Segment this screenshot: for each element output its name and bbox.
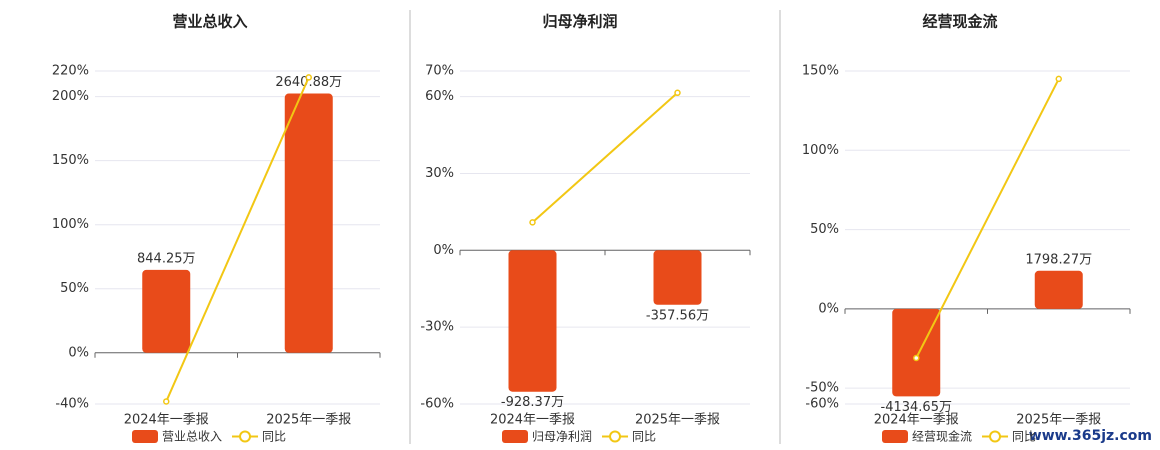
line-point: [163, 398, 170, 405]
line: [531, 92, 679, 224]
y-tick-label: 100%: [802, 143, 839, 158]
bar: [1034, 270, 1083, 309]
watermark: www.365jz.com: [1029, 428, 1152, 444]
line: [165, 77, 310, 402]
legend-swatch: [609, 430, 622, 443]
y-tick-label: 70%: [425, 64, 454, 79]
legend-swatch: [989, 430, 1002, 443]
data-label: 844.25万: [137, 251, 196, 266]
y-tick-label: 150%: [802, 64, 839, 79]
x-tick-label: 2024年一季报: [874, 413, 959, 428]
legend-swatch: [132, 430, 158, 443]
chart-title: 营业总收入: [172, 13, 247, 31]
y-tick-label: -50%: [805, 381, 839, 396]
legend-label: 营业总收入: [162, 430, 222, 444]
y-tick-label: 60%: [425, 89, 454, 104]
line: [915, 78, 1060, 359]
line-point: [1055, 75, 1062, 83]
data-label: 1798.27万: [1025, 252, 1092, 267]
legend-swatch: [502, 430, 528, 443]
y-tick-label: -60%: [420, 397, 454, 412]
bar: [653, 250, 702, 305]
bar: [508, 250, 557, 392]
x-tick-label: 2025年一季报: [635, 413, 720, 428]
legend-label: 同比: [1012, 430, 1036, 444]
y-tick-label: 100%: [52, 217, 89, 232]
y-tick-label: -60%: [805, 397, 839, 412]
data-label: 2640.88万: [275, 75, 342, 90]
data-label: -928.37万: [501, 395, 564, 410]
y-tick-label: 220%: [52, 64, 89, 79]
legend-label: 归母净利润: [532, 430, 592, 444]
legend-swatch: [239, 430, 252, 443]
y-tick-label: 150%: [52, 153, 89, 168]
y-tick-label: -30%: [420, 320, 454, 335]
legend-label: 同比: [632, 430, 656, 444]
data-label: -357.56万: [646, 308, 709, 323]
y-tick-label: 30%: [425, 166, 454, 181]
y-tick-label: 50%: [810, 222, 839, 237]
x-tick-label: 2024年一季报: [124, 413, 209, 428]
bar: [892, 308, 941, 397]
bar: [284, 93, 333, 353]
y-tick-label: 0%: [433, 243, 454, 258]
line-point: [674, 89, 681, 97]
y-tick-label: 0%: [818, 301, 839, 316]
y-tick-label: 0%: [68, 345, 89, 360]
legend-label: 经营现金流: [912, 429, 972, 444]
x-tick-label: 2024年一季报: [490, 413, 575, 428]
legend-swatch: [882, 430, 908, 443]
bar: [142, 269, 191, 353]
x-tick-label: 2025年一季报: [266, 413, 351, 428]
y-tick-label: -40%: [55, 397, 89, 412]
legend-label: 同比: [262, 430, 286, 444]
chart-title: 经营现金流: [922, 13, 997, 31]
data-label: -4134.65万: [881, 400, 952, 415]
y-tick-label: 200%: [52, 89, 89, 104]
y-tick-label: 50%: [60, 281, 89, 296]
x-tick-label: 2025年一季报: [1016, 413, 1101, 428]
line-point: [529, 219, 536, 226]
line-point: [305, 74, 312, 81]
chart-title: 归母净利润: [542, 13, 617, 31]
line-point: [913, 354, 920, 362]
